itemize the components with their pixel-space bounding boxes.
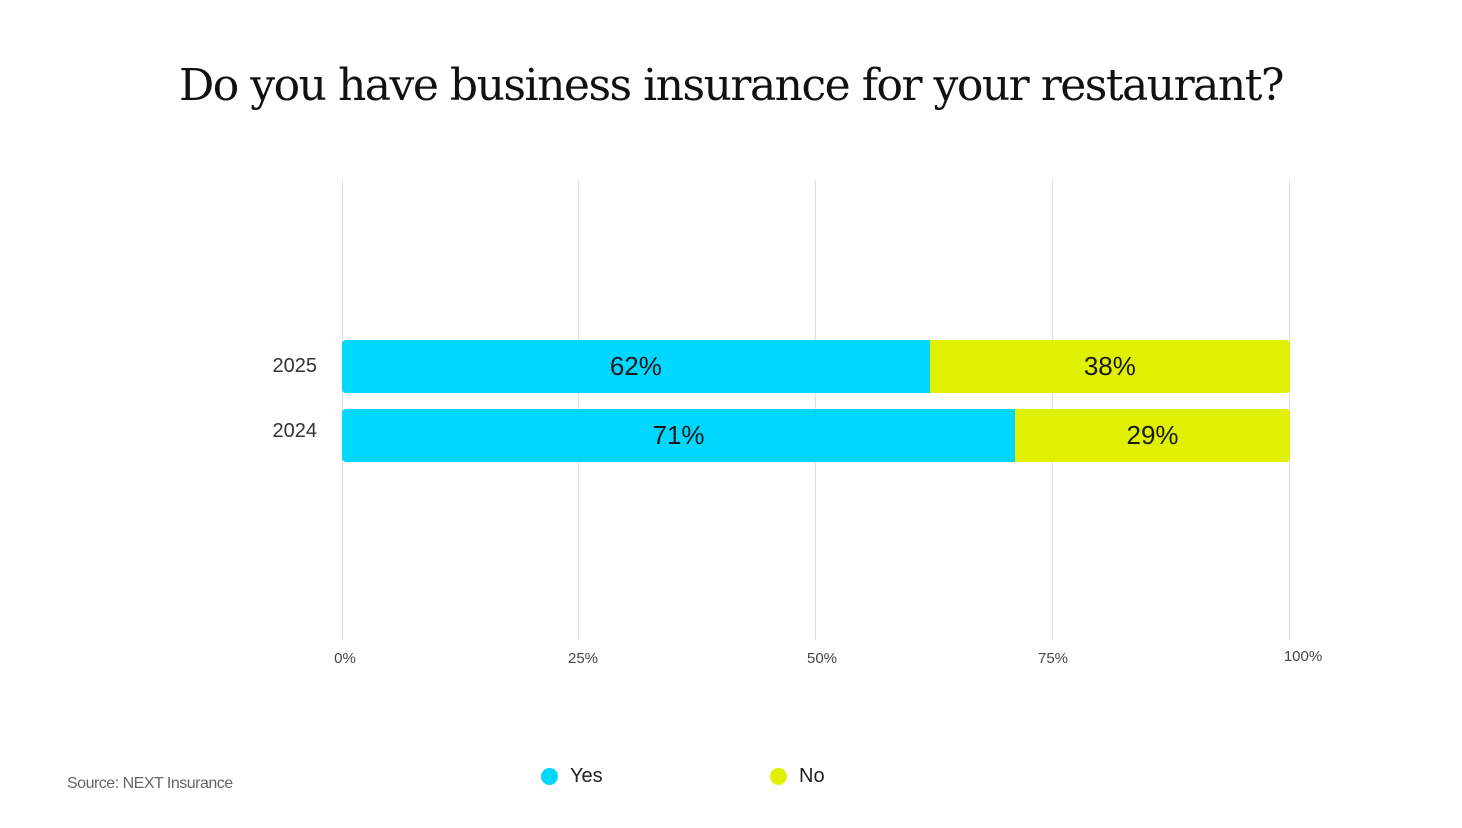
bar-segment-no: 38% [929,340,1290,393]
bar-2024: 71% 29% [342,409,1290,462]
legend-dot-no-icon [770,768,787,785]
chart-title: Do you have business insurance for your … [179,60,1284,111]
bar-segment-no: 29% [1015,409,1290,462]
y-label-2025: 2025 [272,355,318,377]
legend-label-yes: Yes [570,765,603,787]
x-tick-0: 0% [334,650,356,667]
legend-item-yes[interactable]: Yes [541,765,603,788]
source-note: Source: NEXT Insurance [67,775,233,792]
x-tick-75: 75% [1037,650,1069,667]
bar-segment-yes: 62% [342,340,930,393]
x-tick-100: 100% [1283,648,1323,665]
x-tick-25: 25% [567,650,599,667]
legend-item-no[interactable]: No [770,765,825,788]
x-tick-50: 50% [806,650,838,667]
legend-label-no: No [799,765,825,787]
bar-segment-yes: 71% [342,409,1016,462]
plot-area: 62% 38% 71% 29% [342,180,1290,640]
gridline-100 [1289,180,1290,640]
legend-dot-yes-icon [541,768,558,785]
bar-2025: 62% 38% [342,340,1290,393]
y-label-2024: 2024 [272,420,318,442]
